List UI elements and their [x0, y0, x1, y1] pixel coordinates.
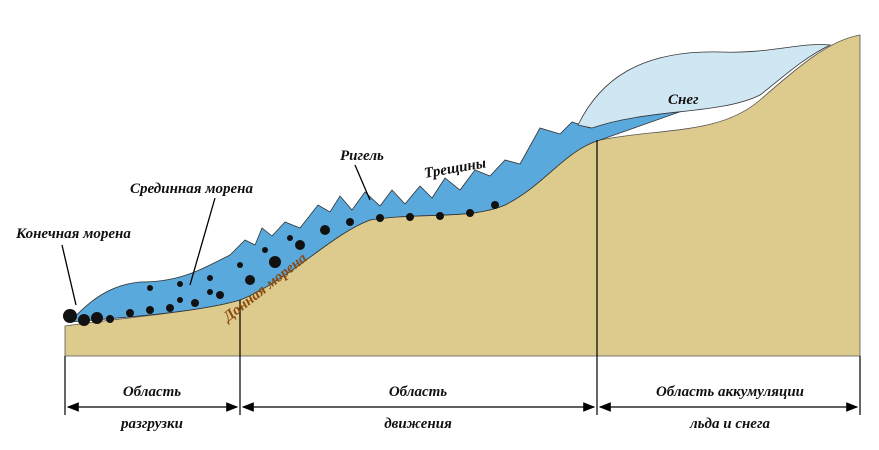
zone-label: Область	[389, 384, 447, 400]
zone-label: Область аккумуляции	[656, 384, 804, 400]
label: Ригель	[340, 148, 384, 164]
zone-label: льда и снега	[689, 416, 771, 432]
glacier-diagram: Снег Ригель Трещины Срединная морена Кон…	[0, 0, 879, 450]
label: Конечная морена	[15, 226, 131, 242]
zone-labels: Область разгрузки Область движения Облас…	[119, 384, 804, 432]
label: Срединная морена	[130, 181, 253, 197]
zone-label: Область	[123, 384, 181, 400]
label: Снег	[668, 92, 699, 108]
zone-label: движения	[384, 416, 452, 432]
zone-label: разгрузки	[119, 416, 183, 432]
